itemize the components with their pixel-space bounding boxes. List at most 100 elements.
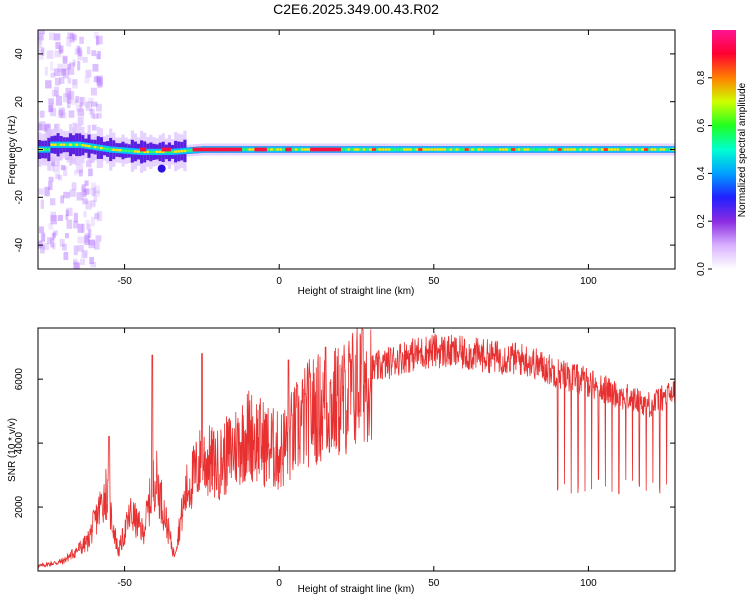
spectrogram-core-cell — [492, 148, 496, 151]
spectrogram-noise-cell — [90, 216, 95, 227]
spectrogram-noise-cell — [59, 108, 66, 118]
spectrogram-core-cell — [78, 143, 82, 146]
spectrogram-core-cell — [189, 149, 193, 152]
spectrogram-noise-cell — [90, 108, 95, 119]
spectrogram-noise-cell — [66, 219, 73, 229]
spectrogram-noise-cell — [63, 92, 69, 103]
colorbar-tick-label: 0.0 — [696, 262, 707, 276]
spectrogram-core-cell — [112, 148, 116, 151]
spectrogram-noise-cell — [97, 82, 102, 89]
spectrogram-core-cell — [665, 148, 669, 151]
snr-xtick-label: -50 — [117, 578, 132, 589]
spectrogram-core-cell — [183, 149, 187, 153]
spectrogram-noise-cell — [96, 112, 102, 119]
spectrogram-peak-segment — [310, 147, 342, 152]
spectrogram-noise-cell — [76, 192, 84, 201]
spectrogram-noise-cell — [50, 215, 57, 225]
spectrogram-core-cell — [443, 148, 447, 151]
spectrogram-core-cell — [248, 148, 252, 151]
spectrogram-noise-cell — [90, 87, 97, 96]
spectrogram-xtick-label: 100 — [580, 276, 597, 287]
spectrogram-noise-cell — [92, 113, 99, 120]
spectrogram-noise-cell — [91, 187, 96, 197]
spectrogram-noise-cell — [49, 162, 55, 171]
spectrogram-core-cell — [579, 148, 583, 151]
spectrogram-noise-cell — [90, 262, 97, 268]
spectrogram-noise-cell — [44, 66, 48, 76]
spectrogram-core-cell — [109, 148, 113, 151]
spectrogram-core-cell — [548, 148, 552, 151]
spectrogram-core-cell — [653, 148, 657, 151]
spectrogram-noise-cell — [77, 245, 84, 252]
spectrogram-noise-cell — [65, 214, 69, 220]
snr-panel: -50 0 50 100 2000 4000 6000 Height of straight… — [7, 327, 676, 595]
spectrogram-core-cell — [115, 148, 119, 152]
spectrogram-noise-cell — [77, 108, 85, 117]
snr-ticks: -50 0 50 100 2000 4000 6000 — [14, 328, 675, 589]
spectrogram-core-cell — [186, 149, 190, 152]
spectrogram-noise-cell — [77, 116, 84, 126]
spectrogram-core-cell — [591, 148, 595, 151]
spectrogram-peak-segment — [161, 147, 171, 152]
spectrogram-noise-cell — [90, 200, 96, 208]
spectrogram-noise-cell — [39, 226, 44, 234]
spectrogram-noise-cell — [58, 45, 64, 53]
spectrogram-core-cell — [470, 148, 475, 151]
spectrogram-noise-cell — [41, 47, 45, 56]
spectrogram-noise-cell — [73, 245, 78, 256]
spectrogram-core-cell — [455, 148, 459, 151]
spectrogram-peak-dot — [644, 148, 649, 151]
spectrogram-core-cell — [647, 148, 651, 151]
spectrogram-noise-cell — [59, 77, 65, 84]
spectrogram-noise-cell — [49, 198, 56, 206]
spectrogram-noise-cell — [88, 97, 94, 104]
spectrogram-core-cell — [99, 146, 104, 150]
spectrogram-core-cell — [467, 148, 472, 151]
spectrogram-noise-cell — [80, 251, 88, 259]
spectrogram-noise-cell — [93, 31, 99, 39]
spectrogram-core-cell — [458, 148, 462, 151]
spectrogram-core-cell — [656, 148, 660, 151]
spectrogram-blob — [157, 164, 166, 173]
spectrogram-core-cell — [538, 148, 543, 151]
spectrogram-core-cell — [47, 148, 51, 151]
spectrogram-noise-cell — [50, 72, 56, 78]
spectrogram-core-cell — [75, 143, 79, 146]
spectrogram-core-cell — [341, 148, 345, 151]
spectrogram-core-cell — [245, 148, 249, 151]
spectrogram-ytick-label: 20 — [14, 96, 25, 108]
snr-xlabel: Height of straight line (km) — [298, 584, 415, 595]
spectrogram-noise-cell — [65, 209, 69, 217]
spectrogram-peak-dot — [557, 148, 562, 151]
spectrogram-core-cell — [68, 143, 73, 146]
spectrogram-noise-cell — [85, 219, 90, 230]
spectrogram-noise-cell — [48, 176, 54, 182]
spectrogram-core-cell — [594, 148, 598, 151]
spectrogram-noise-cell — [63, 166, 68, 177]
spectrogram-core-cell — [576, 148, 580, 151]
spectrogram-core-cell — [155, 150, 159, 154]
spectrogram-core-cell — [53, 143, 57, 146]
spectrogram-core-cell — [347, 148, 351, 151]
spectrogram-peak-dot — [511, 148, 516, 151]
spectrogram-core-cell — [483, 148, 487, 151]
spectrogram-core-cell — [439, 148, 444, 151]
spectrogram-noise-cell — [40, 244, 45, 254]
spectrogram-noise-cell — [38, 40, 42, 48]
colorbar-tick-label: 0.2 — [696, 214, 707, 228]
spectrogram-core-cell — [563, 148, 567, 151]
spectrogram-noise-cell — [66, 207, 73, 217]
spectrogram-noise-cell — [88, 156, 95, 163]
spectrogram-core-cell — [461, 148, 465, 151]
spectrogram-noise-cell — [79, 102, 83, 109]
snr-ylabel: SNR (10 * v/v) — [7, 418, 18, 482]
spectrogram-noise-cell — [50, 61, 54, 72]
spectrogram-noise-cell — [62, 64, 69, 71]
spectrogram-xtick-label: 0 — [276, 276, 282, 287]
spectrogram-xtick-label: 50 — [428, 276, 440, 287]
spectrogram-marks — [38, 30, 675, 269]
spectrogram-ytick-label: -20 — [14, 190, 25, 205]
spectrogram-noise-cell — [48, 104, 53, 113]
spectrogram-noise-cell — [78, 169, 83, 177]
